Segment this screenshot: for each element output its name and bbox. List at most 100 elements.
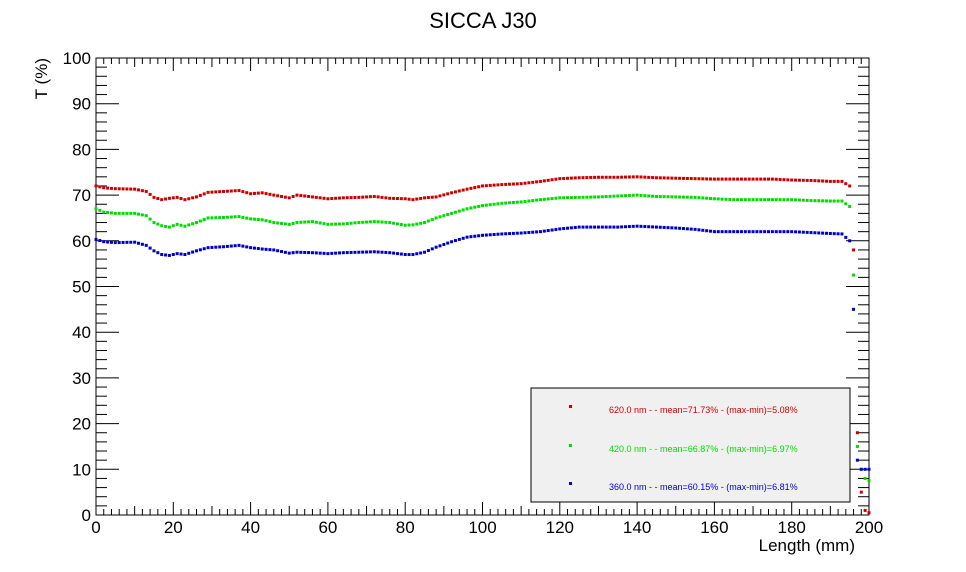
data-point xyxy=(426,196,430,200)
data-point xyxy=(813,199,817,203)
data-point xyxy=(511,201,515,205)
data-point xyxy=(310,251,314,255)
legend-entry-label: 420.0 nm - - mean=66.87% - (max-min)=6.9… xyxy=(609,444,798,454)
data-point xyxy=(357,221,361,225)
data-point xyxy=(770,230,774,234)
data-point xyxy=(287,251,291,255)
data-point xyxy=(681,227,685,231)
data-point xyxy=(280,194,284,198)
data-point xyxy=(589,175,593,179)
data-point xyxy=(666,226,670,230)
data-point xyxy=(191,250,195,254)
data-point xyxy=(867,479,871,483)
data-point xyxy=(264,192,268,196)
data-point xyxy=(430,247,434,251)
x-tick-label: 180 xyxy=(778,518,806,537)
data-point xyxy=(249,246,253,250)
data-point xyxy=(732,177,736,181)
data-point xyxy=(759,230,763,234)
data-point xyxy=(832,232,836,236)
data-point xyxy=(117,211,121,215)
data-point xyxy=(654,176,658,180)
data-point xyxy=(106,240,110,244)
data-point xyxy=(318,251,322,255)
data-point xyxy=(241,244,245,248)
data-point xyxy=(732,230,736,234)
data-point xyxy=(256,217,260,221)
data-point xyxy=(164,253,168,257)
data-point xyxy=(805,198,809,202)
data-point xyxy=(666,195,670,199)
data-point xyxy=(179,252,183,256)
data-point xyxy=(156,222,160,226)
data-point xyxy=(411,223,415,227)
data-point xyxy=(268,220,272,224)
data-point xyxy=(280,221,284,225)
data-point xyxy=(148,192,152,196)
data-point xyxy=(596,195,600,199)
data-point xyxy=(399,252,403,256)
data-point xyxy=(415,252,419,256)
data-point xyxy=(709,177,713,181)
data-point xyxy=(508,201,512,205)
data-point xyxy=(357,250,361,254)
data-point xyxy=(531,230,535,234)
data-point xyxy=(535,180,539,184)
data-point xyxy=(206,190,210,194)
data-point xyxy=(500,201,504,205)
data-point xyxy=(206,216,210,220)
data-point xyxy=(538,198,542,202)
data-point xyxy=(763,177,767,181)
data-point xyxy=(747,177,751,181)
y-tick-label: 80 xyxy=(72,140,91,159)
data-point xyxy=(268,248,272,252)
data-point xyxy=(643,175,647,179)
data-point xyxy=(361,195,365,199)
data-point xyxy=(183,253,187,257)
series-360-0-nm xyxy=(94,224,871,471)
data-point xyxy=(755,198,759,202)
data-point xyxy=(496,183,500,187)
data-point xyxy=(836,199,840,203)
data-point xyxy=(809,199,813,203)
data-point xyxy=(693,177,697,181)
data-point xyxy=(222,189,226,193)
data-point xyxy=(318,196,322,200)
y-tick-label: 90 xyxy=(72,95,91,114)
data-point xyxy=(191,222,195,226)
data-point xyxy=(160,224,164,228)
data-point xyxy=(627,225,631,229)
data-point xyxy=(438,244,442,248)
data-point xyxy=(481,184,484,188)
data-point xyxy=(349,196,353,200)
data-point xyxy=(318,221,322,225)
data-point xyxy=(647,225,651,229)
data-point xyxy=(852,307,856,311)
data-point xyxy=(167,253,171,257)
data-point xyxy=(701,228,705,232)
data-point xyxy=(450,191,454,195)
data-point xyxy=(585,195,589,199)
data-point xyxy=(616,175,620,179)
data-point xyxy=(786,198,790,202)
data-point xyxy=(403,223,407,227)
y-tick-label: 30 xyxy=(72,369,91,388)
data-point xyxy=(496,202,500,206)
data-point xyxy=(554,177,558,181)
data-point xyxy=(430,195,434,199)
data-point xyxy=(245,245,249,249)
data-point xyxy=(531,180,535,184)
data-point xyxy=(113,211,117,215)
data-point xyxy=(98,239,102,243)
data-point xyxy=(554,196,558,200)
data-point xyxy=(326,197,330,201)
data-point xyxy=(573,195,577,199)
data-point xyxy=(465,235,469,239)
data-point xyxy=(542,179,546,183)
data-point xyxy=(859,467,863,471)
data-point xyxy=(322,251,326,255)
data-point xyxy=(222,245,226,249)
data-point xyxy=(651,194,655,198)
data-point xyxy=(635,175,639,179)
data-point xyxy=(148,217,152,221)
